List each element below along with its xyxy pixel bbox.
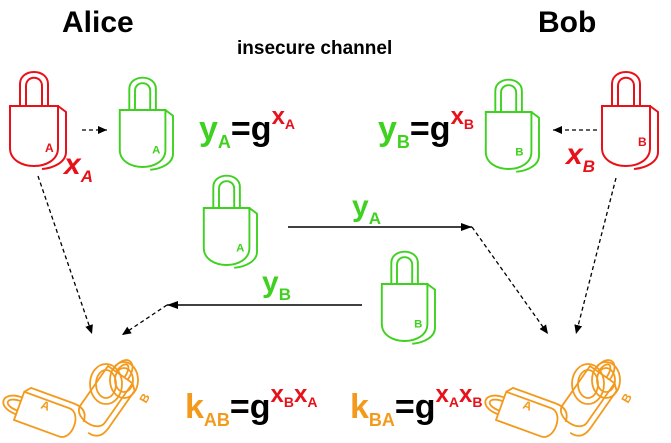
bob-generator: g [429,110,451,148]
send-yb-sub: B [278,285,291,304]
alice-exp-base: x [271,103,285,130]
bob-shared-locks: A B [484,359,635,438]
bob-shared-key-equation: kBA=gxAxB [350,383,483,430]
bob-private-lock: B [601,71,659,170]
bob-shared-exp1-sub: A [448,394,460,410]
alice-shared-exponent: xBxA [270,381,318,410]
bob-public-equation: yB=gxB [378,105,474,152]
alice-title: Alice [62,6,134,39]
alice-shared-key-equation: kAB=gxBxA [185,383,318,430]
bob-exp-sub: B [463,116,475,132]
bob-secret-base: x [566,138,583,171]
alice-shared-exp2-base: x [294,381,308,408]
send-yb-base: y [262,266,279,299]
bob-shared-exponent: xAxB [435,381,483,410]
send-yb-label: yB [262,266,291,304]
alice-private-lock-letter: A [45,141,54,155]
bob-shared-lock-b-letter: B [618,391,635,406]
bob-shared-key-sub: BA [368,410,395,430]
bob-eq-sign: = [409,110,430,148]
alice-generator: g [250,110,272,148]
alice-public-lock-letter: A [152,145,160,157]
alice-shared-key-sub: AB [203,410,230,430]
alice-shared-key-base: k [185,388,204,426]
arrows [37,126,617,336]
bob-exponent: xB [450,103,475,132]
alice-secret-base: x [64,148,81,181]
transit-lock-a: A [202,174,258,269]
alice-exponent: xA [271,103,296,132]
alice-shared-exp1-base: x [270,381,284,408]
send-ya-label: yA [352,190,381,228]
bob-shared-exp1-base: x [435,381,449,408]
bob-secret-dashed [574,177,617,335]
alice-public-lock: A [118,76,174,171]
bob-shared-exp2-base: x [459,381,473,408]
alice-secret-label: xA [64,148,93,186]
alice-secret-dashed [37,175,93,335]
transit-lock-b: B [380,250,436,345]
alice-eq-sign: = [230,110,251,148]
send-ya-base: y [352,190,369,223]
transit-lock-a-letter: A [236,243,244,255]
alice-shared-exp1-sub: B [283,394,295,410]
bob-secret-label: xB [566,138,595,176]
alice-private-lock: A [9,71,67,170]
yb-to-alice-dashed [121,304,168,336]
alice-public-equation: yA=gxA [199,105,295,152]
bob-shared-exp2-sub: B [472,394,483,410]
alice-shared-eq: =g [229,388,271,426]
bob-title: Bob [538,6,597,39]
alice-shared-lock-a-letter: A [39,398,52,414]
channel-label: insecure channel [237,38,393,59]
alice-public-sub: A [217,132,231,152]
alice-shared-locks: A B [2,359,153,438]
bob-shared-lock-a-letter: A [521,398,534,414]
bob-shared-key-base: k [350,388,369,426]
alice-public-base: y [199,110,218,148]
alice-exp-sub: A [284,116,296,132]
bob-shared-eq: =g [394,388,436,426]
transit-lock-b-letter: B [414,319,422,331]
bob-public-lock-letter: B [515,147,523,159]
alice-shared-exp2-sub: A [307,394,318,410]
ya-to-bob-dashed [471,226,549,335]
send-ya-sub: A [368,209,381,228]
bob-private-lock-letter: B [638,135,647,149]
bob-public-sub: B [396,132,410,152]
alice-secret-sub: A [80,167,93,186]
bob-exp-base: x [450,103,464,130]
bob-public-base: y [378,110,397,148]
alice-shared-lock-b-letter: B [136,391,153,406]
bob-public-lock: B [484,78,540,173]
bob-secret-sub: B [582,157,595,176]
